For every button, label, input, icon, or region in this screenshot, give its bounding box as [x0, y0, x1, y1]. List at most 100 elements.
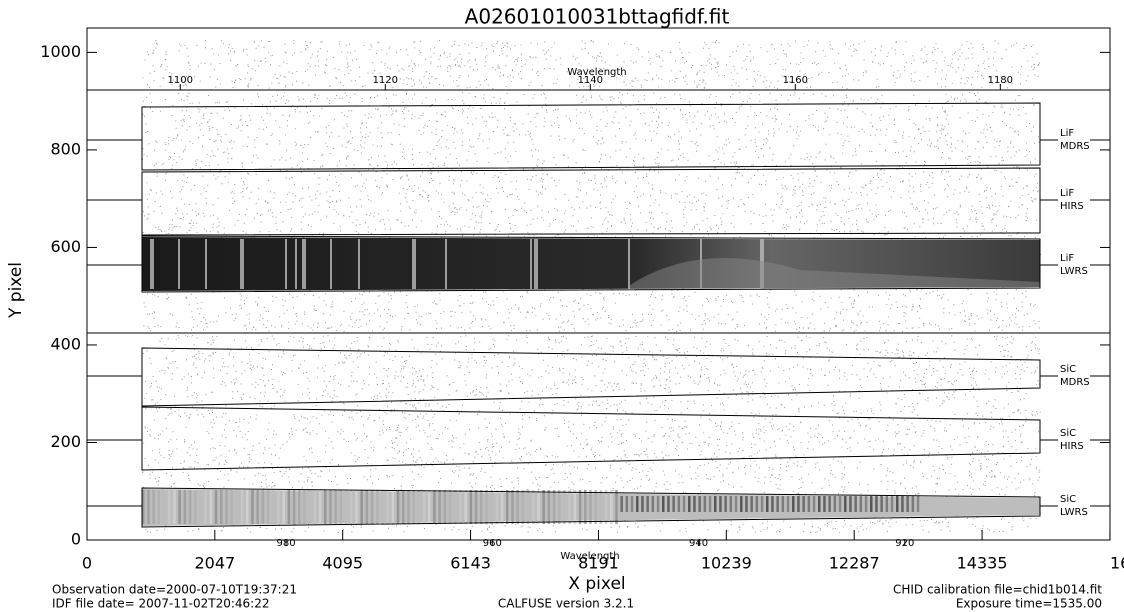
sic-stripe	[396, 490, 400, 524]
y-tick-label: 400	[50, 334, 81, 353]
sic-stripe	[178, 490, 181, 524]
x-tick-label: 14335	[957, 554, 1008, 573]
footer-text: Exposure time=1535.00	[956, 597, 1102, 611]
sic-stripe	[386, 490, 389, 524]
sic-stripe	[256, 490, 259, 524]
sic-stripe	[693, 496, 696, 512]
sic-stripe	[277, 490, 280, 524]
footer-text: Observation date=2000-07-10T19:37:21	[52, 583, 297, 597]
sic-stripe	[584, 490, 587, 524]
sic-stripe	[490, 490, 493, 524]
aperture-name: LiF	[1060, 128, 1074, 139]
sic-stripe	[901, 496, 904, 512]
emission-line	[205, 239, 207, 289]
sic-stripe	[152, 490, 155, 524]
sic-stripe	[516, 490, 519, 524]
sic-stripe	[142, 490, 145, 524]
aperture-mode: HIRS	[1060, 201, 1084, 212]
sic-stripe	[240, 490, 244, 524]
aperture-mode: HIRS	[1060, 441, 1084, 452]
sic-stripe	[573, 490, 577, 524]
aperture-box	[141, 102, 1041, 171]
y-tick-label: 1000	[40, 42, 81, 61]
sic-stripe	[443, 490, 447, 524]
sic-stripe	[485, 490, 488, 524]
emission-line	[530, 239, 532, 289]
sic-stripe	[698, 496, 701, 512]
sic-stripe	[298, 490, 301, 524]
sic-stripe	[802, 496, 805, 512]
aperture-box	[141, 235, 1041, 293]
emission-line	[240, 239, 244, 289]
sic-stripe	[376, 490, 379, 524]
sic-stripe	[282, 490, 285, 524]
sic-stripe	[526, 490, 530, 524]
sic-stripe	[610, 490, 613, 524]
sic-stripe	[916, 496, 920, 512]
sic-stripe	[214, 490, 218, 524]
y-tick-label: 200	[50, 432, 81, 451]
sic-stripe	[604, 490, 608, 524]
sic-stripe	[864, 496, 868, 512]
x-tick-label: 10239	[701, 554, 752, 573]
sic-stripe	[292, 490, 296, 524]
sic-stripe	[251, 490, 254, 524]
sic-stripe	[318, 490, 322, 524]
sic-stripe	[875, 496, 878, 512]
sic-stripe	[188, 490, 192, 524]
sic-stripe	[344, 490, 348, 524]
sic-stripe	[719, 496, 722, 512]
wavelength-tick-label: 1140	[578, 75, 603, 86]
scatter-glow	[630, 258, 1040, 289]
sic-stripe	[199, 490, 202, 524]
sic-stripe	[480, 490, 483, 524]
sic-stripe	[838, 496, 842, 512]
emission-line	[285, 239, 287, 289]
sic-stripe	[438, 490, 441, 524]
aperture-mode: LWRS	[1060, 507, 1088, 518]
emission-line	[295, 239, 297, 289]
sic-stripe	[448, 490, 452, 524]
sic-stripe	[781, 496, 785, 512]
sic-stripe	[594, 490, 597, 524]
sic-stripe	[771, 496, 774, 512]
sic-stripe	[563, 490, 566, 524]
sic-stripe	[896, 496, 899, 512]
sic-stripe	[204, 490, 207, 524]
sic-stripe	[651, 496, 655, 512]
emission-line	[150, 239, 154, 289]
sic-stripe	[532, 490, 535, 524]
sic-stripe	[656, 496, 660, 512]
aperture-name: LiF	[1060, 253, 1074, 264]
sic-stripe	[511, 490, 514, 524]
sic-stripe	[734, 496, 738, 512]
sic-stripe	[230, 490, 233, 524]
sic-stripe	[688, 496, 691, 512]
emission-line	[330, 239, 332, 289]
sic-stripe	[412, 490, 415, 524]
x-tick-label: 12287	[829, 554, 880, 573]
sic-stripe	[828, 496, 831, 512]
sic-stripe	[459, 490, 462, 524]
aperture-name: SiC	[1060, 494, 1076, 505]
aperture-name: SiC	[1060, 364, 1076, 375]
sic-stripe	[194, 490, 197, 524]
wavelength-tick-label: 1100	[168, 75, 193, 86]
sic-stripe	[714, 496, 717, 512]
wavelength-tick-label: 1160	[783, 75, 808, 86]
sic-stripe	[807, 496, 811, 512]
sic-stripe	[537, 490, 540, 524]
sic-stripe	[339, 490, 343, 524]
sic-stripe	[183, 490, 187, 524]
sic-stripe	[220, 490, 223, 524]
wavelength-tick-label: 1180	[988, 75, 1013, 86]
y-tick-label: 600	[50, 237, 81, 256]
sic-stripe	[885, 496, 889, 512]
aperture-box	[141, 406, 1041, 471]
sic-stripe	[797, 496, 800, 512]
x-tick-label: 2047	[194, 554, 235, 573]
sic-stripe	[854, 496, 857, 512]
sic-stripe	[173, 490, 176, 524]
sic-stripe	[844, 496, 847, 512]
